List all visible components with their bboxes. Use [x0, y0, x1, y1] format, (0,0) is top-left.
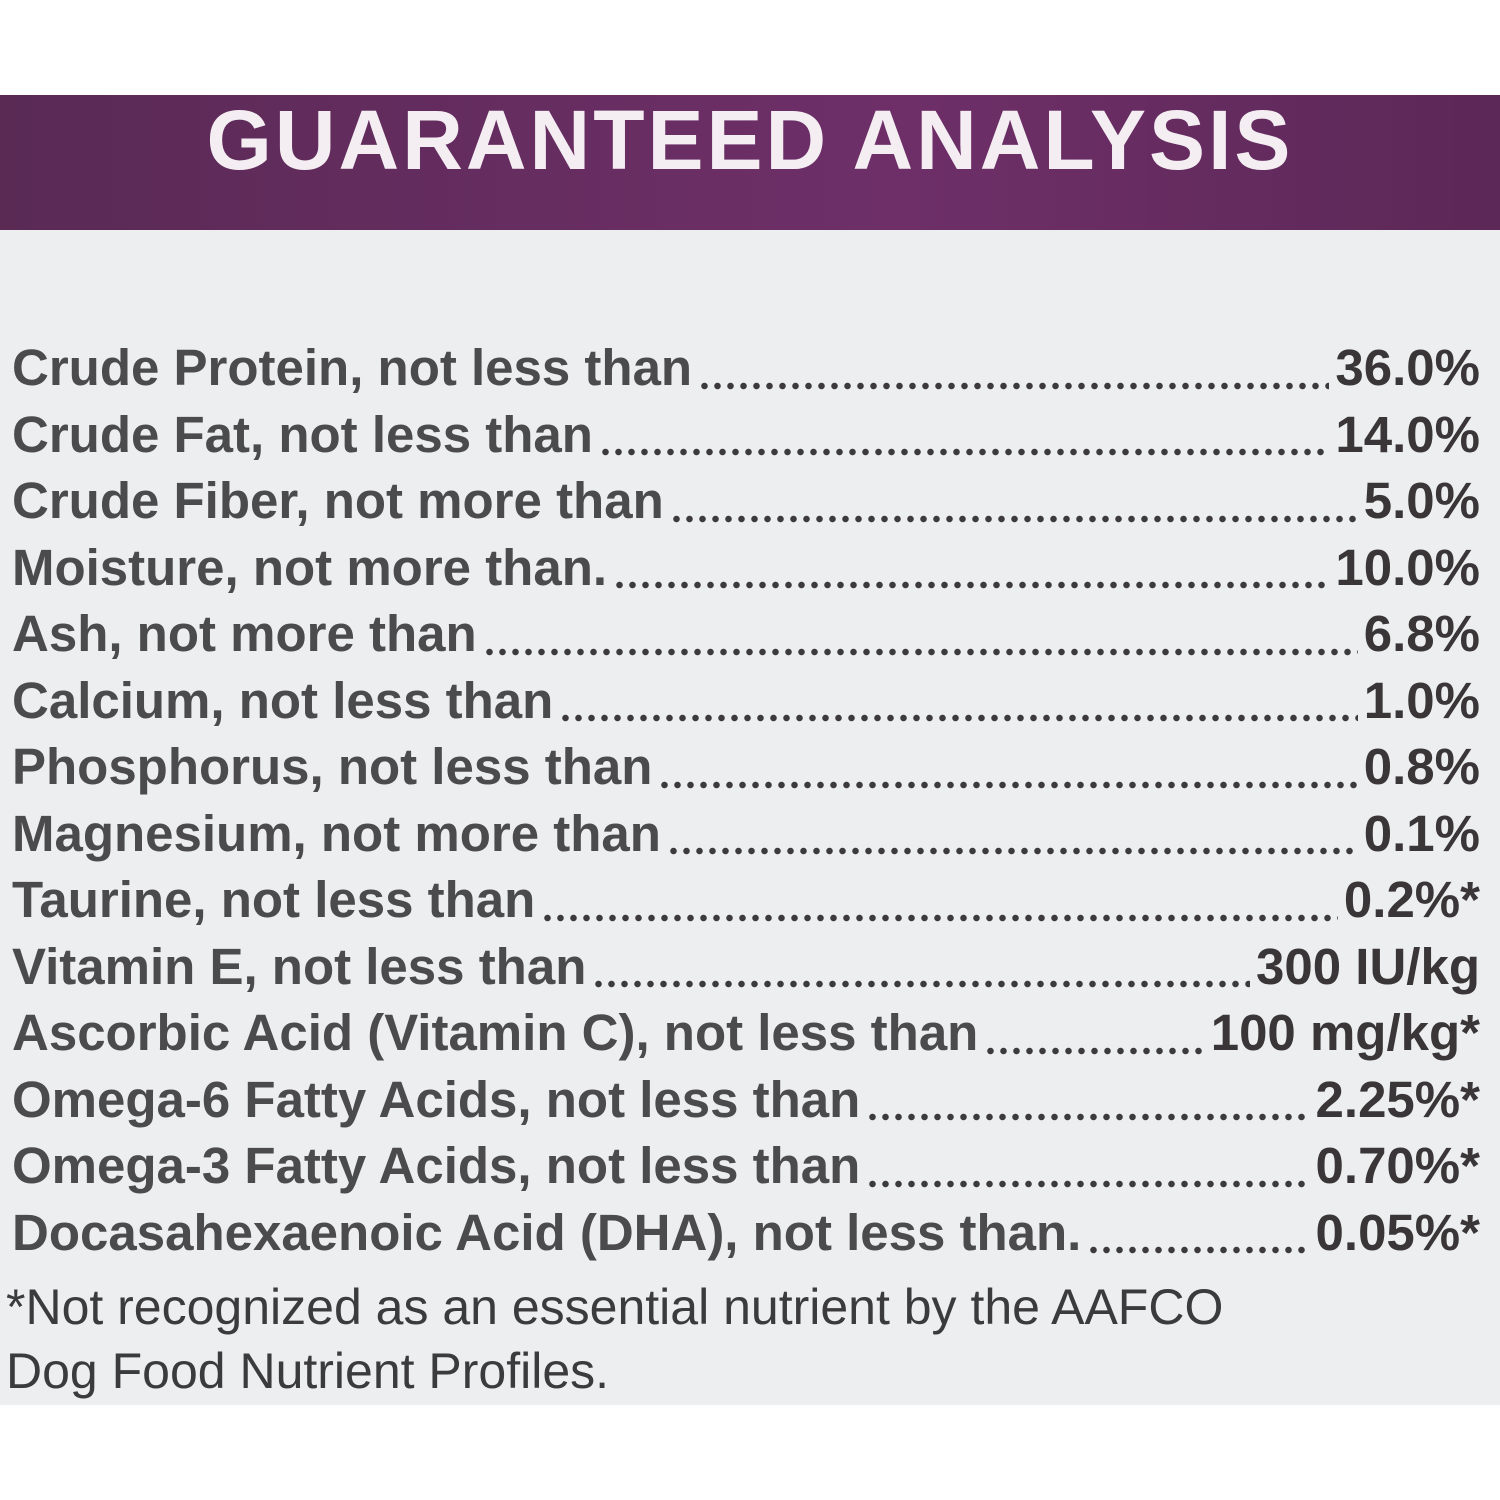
nutrient-label: Crude Fiber, not more than: [12, 472, 664, 529]
nutrient-label: Omega-6 Fatty Acids, not less than: [12, 1070, 861, 1128]
leader-dots: [592, 979, 1251, 989]
table-row: Phosphorus, not less than 0.8%: [12, 737, 1480, 804]
nutrient-label: Ash, not more than: [12, 605, 477, 662]
leader-dots: [866, 1178, 1310, 1189]
nutrient-label: Omega-3 Fatty Acids, not less than: [12, 1137, 861, 1194]
table-row: Calcium, not less than 1.0%: [12, 671, 1480, 738]
nutrient-value: 14.0%: [1335, 405, 1480, 463]
nutrient-value: 2.25%*: [1315, 1070, 1480, 1128]
leader-dots: [613, 580, 1330, 590]
leader-dots: [669, 513, 1358, 524]
nutrient-value: 0.8%: [1363, 738, 1480, 795]
footnote: *Not recognized as an essential nutrient…: [6, 1275, 1223, 1403]
nutrient-value: 0.05%*: [1315, 1203, 1480, 1261]
leader-dots: [698, 380, 1330, 391]
table-row: Docasahexaenoic Acid (DHA), not less tha…: [12, 1203, 1480, 1270]
nutrient-label: Calcium, not less than: [12, 671, 554, 729]
nutrient-label: Taurine, not less than: [12, 871, 536, 928]
table-row: Magnesium, not more than 0.1%: [12, 804, 1480, 871]
table-row: Ash, not more than 6.8%: [12, 604, 1480, 671]
nutrient-value: 10.0%: [1335, 538, 1480, 596]
nutrient-label: Phosphorus, not less than: [12, 738, 653, 795]
leader-dots: [984, 1045, 1205, 1056]
table-row: Ascorbic Acid (Vitamin C), not less than…: [12, 1003, 1480, 1070]
nutrient-label: Crude Fat, not less than: [12, 405, 593, 463]
footnote-line: Dog Food Nutrient Profiles.: [6, 1343, 610, 1399]
table-row: Moisture, not more than. 10.0%: [12, 538, 1480, 605]
title: GUARANTEED ANALYSIS: [206, 93, 1294, 187]
leader-dots: [1087, 1245, 1310, 1255]
leader-dots: [541, 912, 1338, 923]
nutrient-value: 5.0%: [1363, 472, 1480, 529]
leader-dots: [559, 713, 1358, 723]
leader-dots: [666, 846, 1358, 856]
table-row: Crude Fat, not less than 14.0%: [12, 405, 1480, 472]
table-row: Vitamin E, not less than 300 IU/kg: [12, 937, 1480, 1004]
nutrient-value: 36.0%: [1335, 339, 1480, 396]
table-row: Crude Fiber, not more than 5.0%: [12, 471, 1480, 538]
table-row: Crude Protein, not less than 36.0%: [12, 338, 1480, 405]
panel: Crude Protein, not less than 36.0% Crude F…: [0, 230, 1500, 1405]
nutrient-label: Docasahexaenoic Acid (DHA), not less tha…: [12, 1203, 1082, 1261]
nutrient-label: Moisture, not more than.: [12, 538, 608, 596]
nutrient-value: 0.1%: [1363, 804, 1480, 862]
table-row: Taurine, not less than 0.2%*: [12, 870, 1480, 937]
nutrient-label: Ascorbic Acid (Vitamin C), not less than: [12, 1004, 979, 1061]
nutrient-value: 100 mg/kg*: [1210, 1004, 1480, 1061]
nutrient-value: 300 IU/kg: [1256, 937, 1480, 995]
nutrient-label: Crude Protein, not less than: [12, 339, 693, 396]
banner: GUARANTEED ANALYSIS: [0, 95, 1500, 230]
leader-dots: [866, 1112, 1310, 1122]
nutrient-label: Magnesium, not more than: [12, 804, 661, 862]
nutrient-value: 1.0%: [1363, 671, 1480, 729]
leader-dots: [482, 646, 1358, 657]
footnote-line: *Not recognized as an essential nutrient…: [6, 1279, 1224, 1335]
analysis-table: Crude Protein, not less than 36.0% Crude F…: [12, 338, 1480, 1269]
nutrient-label: Vitamin E, not less than: [12, 937, 587, 995]
table-row: Omega-6 Fatty Acids, not less than 2.25%*: [12, 1070, 1480, 1137]
leader-dots: [598, 447, 1330, 457]
table-row: Omega-3 Fatty Acids, not less than 0.70%*: [12, 1136, 1480, 1203]
nutrient-value: 0.70%*: [1315, 1137, 1480, 1194]
leader-dots: [658, 779, 1358, 790]
nutrient-value: 6.8%: [1363, 605, 1480, 662]
nutrient-value: 0.2%*: [1343, 871, 1480, 928]
